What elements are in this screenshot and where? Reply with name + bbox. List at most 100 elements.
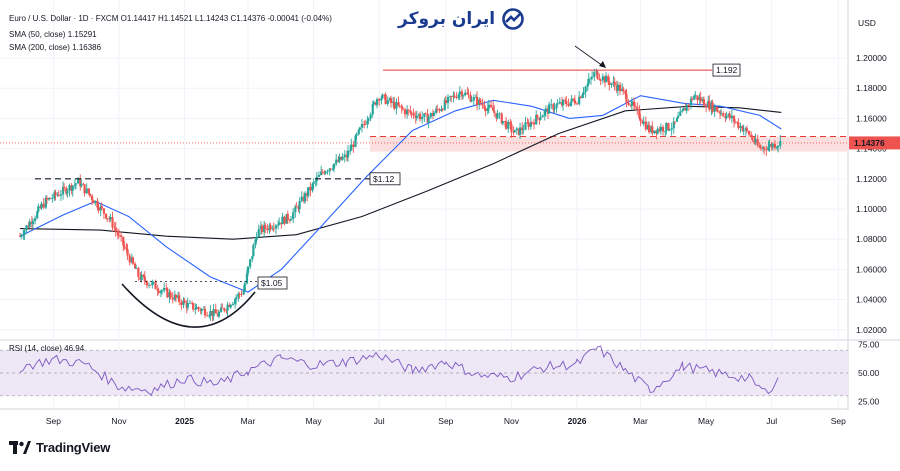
candle-body bbox=[343, 154, 346, 158]
candle-body bbox=[750, 134, 753, 137]
candle-body bbox=[466, 92, 469, 94]
candle-body bbox=[294, 206, 297, 213]
candle-body bbox=[759, 147, 763, 149]
candle-body bbox=[231, 303, 235, 306]
candle-body bbox=[768, 143, 771, 147]
candle-body bbox=[689, 98, 693, 106]
label-box-112 bbox=[369, 172, 401, 186]
candle-body bbox=[544, 108, 547, 111]
candle-body bbox=[504, 121, 508, 129]
watermark: ایران بروکر bbox=[398, 8, 525, 30]
candle-body bbox=[331, 168, 335, 170]
legend-symbol: Euro / U.S. Dollar · 1D · FXCM O1.14417 … bbox=[9, 14, 332, 23]
candle-body bbox=[742, 130, 745, 132]
candle-body bbox=[558, 102, 561, 104]
candle-body bbox=[100, 206, 103, 209]
candle-body bbox=[407, 109, 410, 111]
candle-body bbox=[679, 111, 682, 116]
ohlc-values: O1.14417 H1.14521 L1.14243 C1.14376 -0.0… bbox=[120, 14, 332, 23]
candle-body bbox=[352, 144, 355, 147]
rsi-band bbox=[0, 350, 848, 396]
price-tick-label: 1.18000 bbox=[856, 83, 887, 93]
candle-body bbox=[604, 76, 608, 83]
candle-body bbox=[532, 122, 536, 125]
candle-body bbox=[501, 121, 504, 124]
candle-body bbox=[73, 184, 76, 186]
candle-body bbox=[779, 140, 782, 146]
candle-body bbox=[80, 183, 83, 187]
candle-body bbox=[314, 180, 317, 183]
candle-body bbox=[104, 213, 108, 219]
candle-body bbox=[444, 100, 447, 104]
price-tick-label: 1.02000 bbox=[856, 325, 887, 335]
candle-body bbox=[386, 100, 389, 104]
candle-body bbox=[610, 83, 613, 85]
candle-body bbox=[584, 86, 587, 93]
candle-body bbox=[125, 247, 128, 250]
legend-sma200: SMA (200, close) 1.16386 bbox=[9, 43, 101, 52]
candle-body bbox=[278, 222, 281, 225]
candle-body bbox=[156, 289, 159, 291]
candle-body bbox=[96, 200, 99, 208]
candle-body bbox=[335, 159, 338, 164]
candle-body bbox=[436, 108, 439, 110]
candle-body bbox=[636, 106, 639, 110]
candle-body bbox=[238, 293, 241, 295]
candle-body bbox=[682, 108, 685, 111]
arrow-line bbox=[574, 45, 604, 67]
candle-body bbox=[467, 93, 470, 96]
candle-body bbox=[63, 187, 66, 189]
candle-body bbox=[441, 109, 444, 111]
candle-body bbox=[616, 84, 619, 91]
last-price-tag bbox=[849, 136, 900, 150]
candle-body bbox=[87, 188, 90, 194]
candle-body bbox=[186, 303, 189, 308]
candle-body bbox=[586, 83, 589, 87]
candle-body bbox=[659, 127, 663, 131]
candle-body bbox=[109, 217, 112, 220]
candle-body bbox=[455, 97, 458, 98]
candle-body bbox=[453, 95, 456, 98]
candle-body bbox=[131, 257, 135, 264]
label-box-105 bbox=[257, 276, 288, 290]
candle-body bbox=[369, 114, 372, 119]
candle-body bbox=[389, 98, 393, 103]
candle-body bbox=[423, 113, 426, 118]
candle-body bbox=[664, 131, 667, 133]
candle-body bbox=[747, 131, 751, 135]
candle-body bbox=[203, 308, 207, 316]
candle-body bbox=[555, 104, 558, 109]
candle-body bbox=[355, 134, 358, 136]
candle-body bbox=[157, 290, 160, 293]
candle-body bbox=[479, 99, 482, 104]
candle-body bbox=[195, 307, 198, 310]
candle-body bbox=[341, 157, 344, 160]
candle-body bbox=[283, 216, 286, 224]
candle-body bbox=[346, 150, 350, 158]
candle-body bbox=[254, 239, 257, 246]
candle-body bbox=[324, 171, 327, 174]
candle-body bbox=[221, 307, 224, 309]
candle-body bbox=[309, 187, 312, 191]
rsi-tick-label: 50.00 bbox=[858, 368, 880, 378]
candle-body bbox=[493, 110, 496, 113]
label-box-1192 bbox=[712, 63, 741, 77]
candle-body bbox=[487, 104, 490, 108]
candle-body bbox=[765, 149, 768, 151]
time-tick-label: 2025 bbox=[175, 416, 194, 426]
candle-body bbox=[613, 81, 616, 86]
candle-body bbox=[79, 178, 82, 187]
candle-body bbox=[509, 122, 512, 125]
candle-body bbox=[699, 97, 702, 102]
price-tick-label: 1.06000 bbox=[856, 264, 887, 274]
candle-body bbox=[286, 213, 289, 221]
candle-body bbox=[665, 123, 668, 132]
candle-body bbox=[159, 290, 163, 293]
candle-body bbox=[364, 124, 367, 125]
candle-body bbox=[174, 294, 178, 298]
candle-body bbox=[553, 108, 556, 110]
candle-body bbox=[708, 100, 711, 110]
tradingview-brand[interactable]: TradingView bbox=[9, 440, 110, 455]
label-105: $1.05 bbox=[261, 278, 283, 288]
candle-body bbox=[773, 143, 776, 148]
